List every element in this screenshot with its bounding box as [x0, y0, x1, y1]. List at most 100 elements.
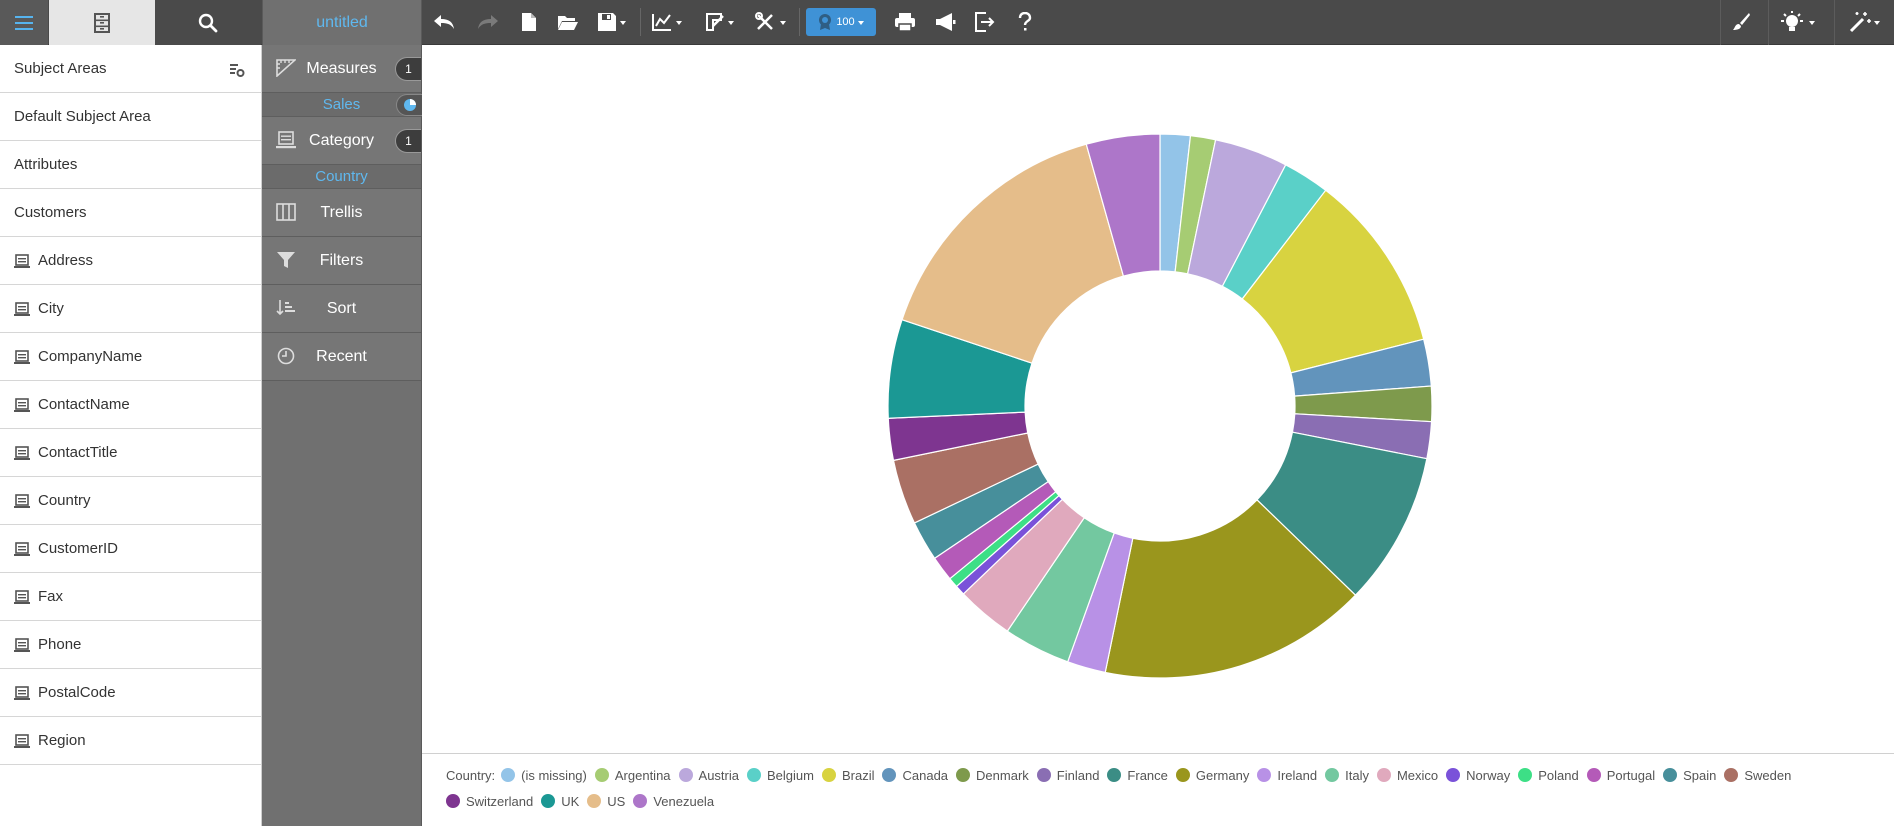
measures-shelf[interactable]: Measures 1 [262, 45, 421, 93]
legend-swatch [633, 794, 648, 808]
help-button[interactable] [1012, 8, 1038, 36]
recent-shelf[interactable]: Recent [262, 333, 421, 381]
legend-item[interactable]: Canada [882, 766, 948, 784]
legend-label: Poland [1538, 767, 1579, 783]
redo-button[interactable] [474, 8, 502, 36]
legend-item[interactable]: (is missing) [501, 766, 587, 784]
legend-item[interactable]: Ireland [1257, 766, 1317, 784]
tools-button[interactable] [752, 8, 788, 36]
legend-swatch [541, 794, 556, 808]
legend-item[interactable]: US [587, 792, 625, 810]
legend-label: Portugal [1606, 767, 1656, 783]
donut-slice-us[interactable] [901, 143, 1125, 364]
magic-wand-button[interactable] [1846, 8, 1882, 36]
sidebar-item-default-subject-area[interactable]: Default Subject Area [0, 93, 261, 141]
sidebar-item-customers[interactable]: Customers [0, 189, 261, 237]
legend-item[interactable]: Mexico [1376, 766, 1438, 784]
legend-swatch [594, 768, 609, 782]
legend-item[interactable]: Finland [1036, 766, 1099, 784]
subject-area-settings-icon[interactable] [229, 62, 245, 78]
measure-icon [276, 59, 296, 77]
sidebar-item-postalcode[interactable]: PostalCode [0, 669, 261, 717]
sidebar-item-city[interactable]: City [0, 285, 261, 333]
sidebar-item-label: Country [38, 492, 91, 509]
legend-item[interactable]: Argentina [594, 766, 671, 784]
trellis-shelf[interactable]: Trellis [262, 189, 421, 237]
legend-item[interactable]: Norway [1446, 766, 1510, 784]
legend-label: Canada [902, 767, 949, 783]
legend-label: Brazil [841, 767, 875, 783]
donut-slice-venezuela[interactable] [1085, 133, 1161, 277]
legend-item[interactable]: Belgium [747, 766, 814, 784]
sidebar-item-attributes[interactable]: Attributes [0, 141, 261, 189]
legend-swatch [1257, 768, 1272, 782]
sidebar-item-fax[interactable]: Fax [0, 573, 261, 621]
undo-button[interactable] [430, 8, 458, 36]
legend-item[interactable]: Austria [678, 766, 739, 784]
chart-type-button[interactable] [648, 8, 684, 36]
insights-button[interactable] [1776, 8, 1816, 36]
legend-item[interactable]: Switzerland [446, 792, 533, 810]
sidebar-item-address[interactable]: Address [0, 237, 261, 285]
measure-field-label: Sales [322, 96, 361, 113]
sidebar-item-subject-areas[interactable]: Subject Areas [0, 45, 261, 93]
open-button[interactable] [555, 8, 581, 36]
sidebar-item-country[interactable]: Country [0, 477, 261, 525]
sidebar-item-customerid[interactable]: CustomerID [0, 525, 261, 573]
legend-swatch [1518, 768, 1533, 782]
announce-button[interactable] [932, 8, 958, 36]
sidebar-item-contacttitle[interactable]: ContactTitle [0, 429, 261, 477]
folder-open-icon [558, 16, 578, 30]
legend-item[interactable]: UK [541, 792, 579, 810]
category-field-country[interactable]: Country [262, 165, 421, 189]
save-button[interactable] [594, 8, 628, 36]
filters-shelf[interactable]: Filters [262, 237, 421, 285]
printer-icon [895, 13, 915, 32]
donut-slice-germany[interactable] [1104, 499, 1357, 679]
legend-item[interactable]: Venezuela [633, 792, 714, 810]
sidebar-item-companyname[interactable]: CompanyName [0, 333, 261, 381]
legend-item[interactable]: Denmark [956, 766, 1029, 784]
dimension-icon [14, 445, 30, 460]
export-button[interactable] [972, 8, 998, 36]
search-icon [198, 13, 218, 32]
sidebar-item-label: Fax [38, 588, 64, 605]
theme-brush-button[interactable] [1728, 8, 1754, 36]
sort-shelf[interactable]: Sort [262, 285, 421, 333]
legend-item[interactable]: Spain [1663, 766, 1716, 784]
print-button[interactable] [892, 8, 918, 36]
new-document-button[interactable] [518, 8, 540, 36]
legend-label: Argentina [614, 767, 671, 783]
legend-item[interactable]: Portugal [1586, 766, 1656, 784]
legend-item[interactable]: Brazil [821, 766, 875, 784]
menu-button[interactable] [0, 0, 48, 45]
aggregation-toggle[interactable] [396, 94, 422, 116]
magic-wand-icon [1849, 12, 1871, 33]
sidebar-item-region[interactable]: Region [0, 717, 261, 765]
fields-tab[interactable] [49, 0, 155, 45]
sort-icon [276, 300, 295, 316]
search-tab[interactable] [155, 0, 261, 45]
document-title[interactable]: untitled [262, 0, 422, 45]
row-limit-button[interactable]: 100 [806, 8, 876, 36]
dimension-icon [14, 637, 30, 652]
category-shelf[interactable]: Category 1 [262, 117, 421, 165]
sidebar-item-phone[interactable]: Phone [0, 621, 261, 669]
legend-label: Denmark [976, 767, 1029, 783]
format-button[interactable] [702, 8, 736, 36]
legend-swatch [446, 794, 460, 808]
chart-legend: Country: (is missing) Argentina Austria Bel… [422, 753, 1894, 826]
hamburger-icon [15, 15, 33, 30]
legend-item[interactable]: Germany [1175, 766, 1249, 784]
legend-item[interactable]: Sweden [1724, 766, 1791, 784]
legend-label: US [607, 793, 626, 809]
sidebar-item-label: PostalCode [38, 684, 116, 701]
donut-chart [887, 133, 1433, 679]
legend-item[interactable]: Italy [1325, 766, 1369, 784]
dimension-icon [14, 733, 30, 748]
legend-item[interactable]: Poland [1518, 766, 1579, 784]
sidebar-item-contactname[interactable]: ContactName [0, 381, 261, 429]
dimension-icon [14, 493, 30, 508]
measure-field-sales[interactable]: Sales [262, 93, 422, 117]
legend-item[interactable]: France [1107, 766, 1168, 784]
